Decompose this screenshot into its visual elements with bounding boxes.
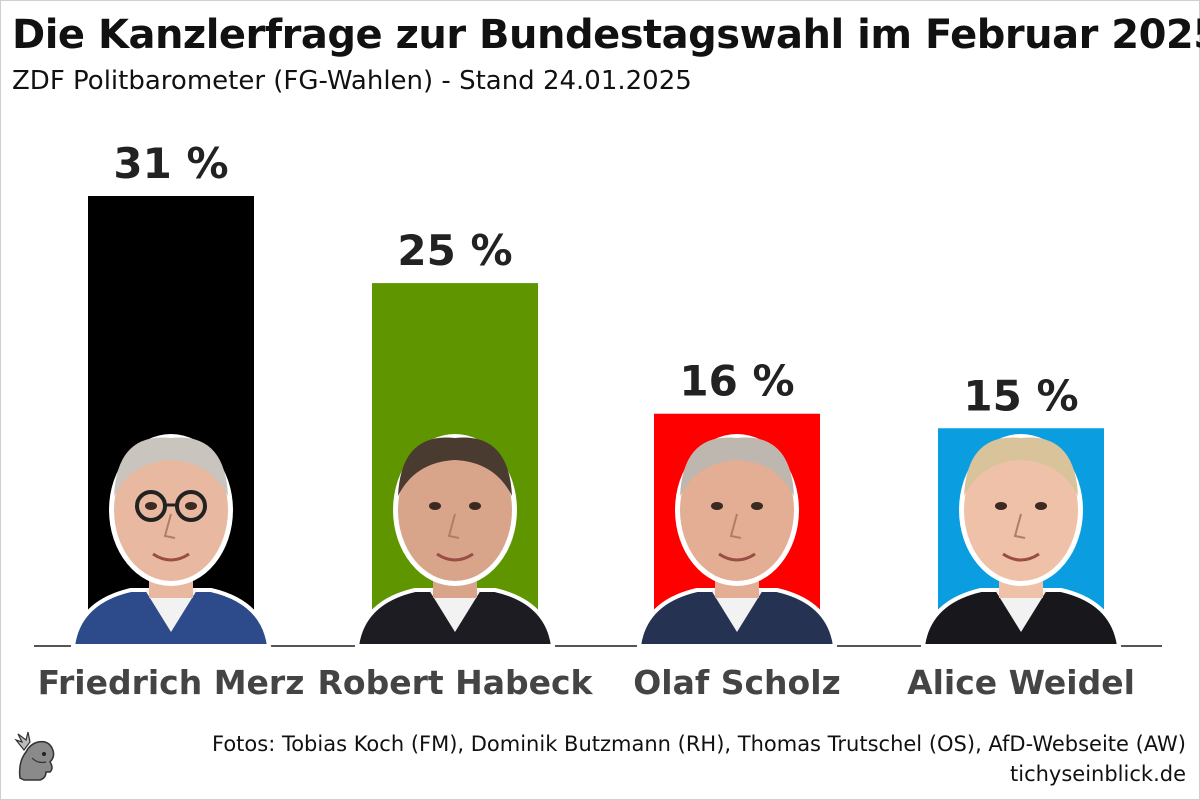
source-site: tichyseinblick.de	[1010, 762, 1186, 786]
chart-title: Die Kanzlerfrage zur Bundestagswahl im F…	[12, 12, 1200, 58]
person-portrait-icon	[70, 434, 272, 648]
data-label: 25 %	[397, 226, 512, 275]
person-portrait-icon	[920, 434, 1122, 648]
data-label: 31 %	[113, 139, 228, 188]
category-label: Olaf Scholz	[633, 663, 841, 702]
category-label: Alice Weidel	[907, 663, 1135, 702]
person-portrait-icon	[354, 434, 556, 648]
chart-subtitle: ZDF Politbarometer (FG-Wahlen) - Stand 2…	[12, 66, 692, 96]
photo-credit: Fotos: Tobias Koch (FM), Dominik Butzman…	[212, 732, 1186, 756]
mercury-head-logo-icon	[10, 728, 62, 784]
category-label: Friedrich Merz	[38, 663, 305, 702]
person-portrait-icon	[636, 434, 838, 648]
data-label: 16 %	[679, 357, 794, 406]
data-label: 15 %	[963, 371, 1078, 420]
category-label: Robert Habeck	[317, 663, 593, 702]
